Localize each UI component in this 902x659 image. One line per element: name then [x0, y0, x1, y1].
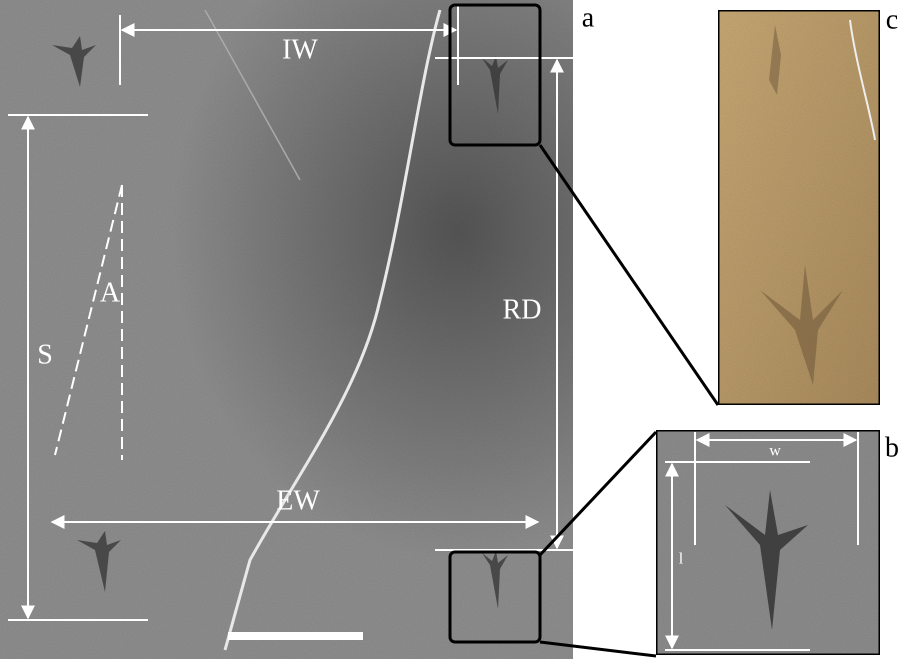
- panel-c-photo: [716, 8, 882, 407]
- label-l: l: [679, 551, 684, 568]
- panel-b-photo: [654, 428, 882, 657]
- panel-label: a: [582, 2, 595, 33]
- panel-a-photo: [0, 0, 573, 659]
- label-s: S: [37, 339, 53, 370]
- label-w: w: [769, 443, 781, 460]
- label-rd: RD: [503, 294, 542, 325]
- label-a: A: [100, 277, 121, 308]
- label-iw: IW: [282, 34, 318, 65]
- panel-label: c: [886, 4, 898, 35]
- callouts: [448, 3, 720, 658]
- label-ew: EW: [276, 485, 320, 516]
- measurements: [8, 5, 575, 640]
- panel-label: b: [885, 432, 899, 463]
